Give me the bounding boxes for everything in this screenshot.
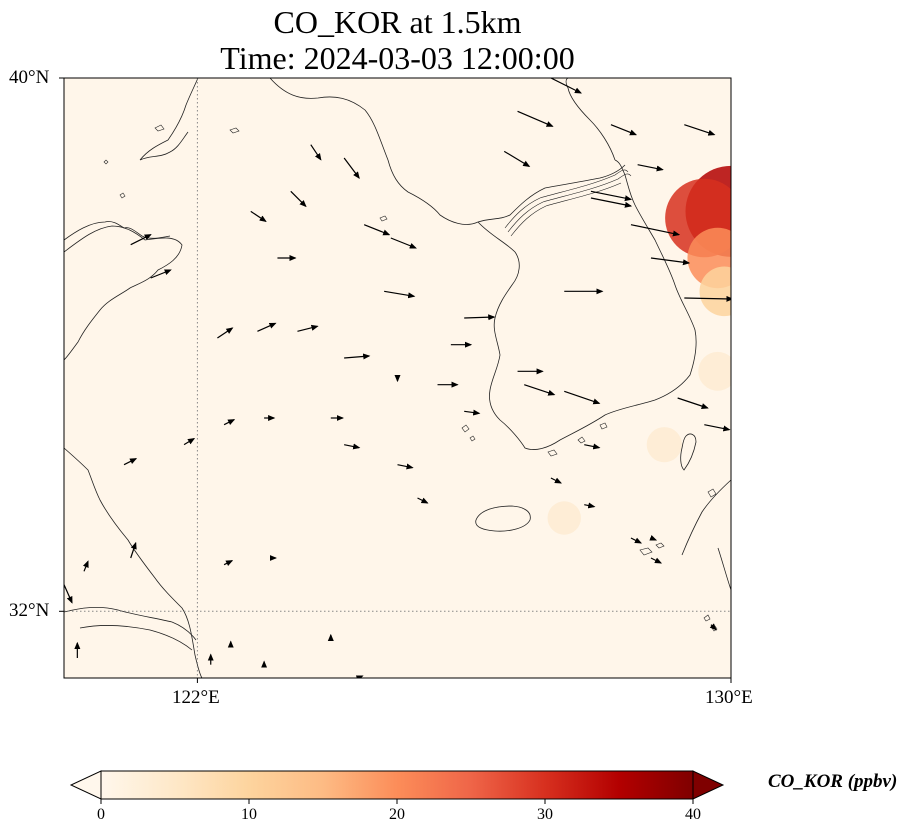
lat-label-40: 40°N	[9, 67, 50, 88]
wind-arrow	[677, 397, 709, 409]
wind-vectors	[64, 78, 731, 678]
wind-arrow	[82, 560, 89, 572]
wind-arrow	[709, 623, 717, 631]
wind-arrow	[223, 560, 234, 567]
wind-arrow	[150, 269, 172, 279]
map-frame	[63, 77, 732, 679]
colorbar-gradient	[100, 770, 694, 800]
wind-arrow	[343, 157, 360, 179]
wind-arrow	[637, 164, 664, 172]
wind-arrow	[590, 190, 633, 202]
concentration-hotspot	[699, 266, 731, 317]
wind-arrow	[250, 210, 267, 222]
wind-arrow	[130, 234, 152, 246]
coastline-liaodong	[139, 78, 199, 161]
wind-arrow	[704, 424, 731, 432]
wind-arrow	[524, 384, 556, 396]
lon-label-130: 130°E	[705, 687, 753, 708]
map-title-line2: Time: 2024-03-03 12:00:00	[220, 40, 575, 76]
coastline-north-korea	[269, 78, 626, 225]
wind-arrow	[517, 110, 554, 127]
wind-arrow	[630, 537, 643, 544]
wind-arrow	[344, 443, 361, 450]
wind-arrow	[590, 197, 633, 208]
wind-arrow	[464, 409, 481, 416]
wind-arrow	[183, 438, 196, 446]
wind-arrow	[564, 390, 601, 405]
coastline-south-korea	[477, 159, 697, 450]
colorbar-extend-min	[69, 770, 102, 800]
wind-arrow	[64, 584, 73, 604]
wind-arrow	[630, 224, 681, 237]
wind-arrow	[649, 534, 658, 541]
border-lines	[504, 169, 632, 237]
lon-label-122: 122°E	[172, 687, 220, 708]
coastline-jeju	[475, 505, 531, 532]
concentration-hotspot	[646, 427, 682, 463]
colorbar-extend-max	[692, 770, 725, 800]
wind-arrow	[257, 322, 277, 332]
wind-arrow	[464, 314, 496, 321]
colorbar-label: CO_KOR (ppbv)	[768, 771, 898, 792]
wind-arrow	[550, 78, 582, 94]
colorbar-tick-label: 30	[537, 806, 553, 823]
wind-arrow	[550, 477, 562, 484]
concentration-hotspot	[698, 351, 731, 391]
wind-arrow	[684, 124, 716, 136]
wind-arrow	[297, 324, 319, 332]
coastline-kyushu	[681, 479, 731, 591]
colorbar-tick-label: 20	[389, 806, 405, 823]
wind-arrow	[610, 124, 638, 136]
wind-arrow	[363, 224, 391, 236]
concentration-hotspot	[547, 501, 581, 535]
coastline-tsushima	[680, 433, 697, 471]
wind-arrow	[397, 463, 414, 470]
colorbar-tick-label: 10	[241, 806, 257, 823]
coastline-jiangsu	[64, 447, 203, 678]
wind-arrow	[290, 190, 307, 208]
wind-arrow	[130, 541, 137, 559]
map-title-line1: CO_KOR at 1.5km	[273, 4, 522, 40]
wind-arrow	[650, 257, 691, 266]
concentration-hotspots	[547, 165, 731, 535]
coastline-yangtze	[64, 606, 197, 651]
wind-arrow	[310, 144, 322, 161]
wind-arrow	[384, 290, 416, 299]
colorbar-tick-label: 0	[97, 806, 105, 823]
wind-arrow	[123, 458, 138, 466]
colorbar-tick-label: 40	[685, 806, 701, 823]
wind-arrow	[344, 353, 371, 360]
wind-arrow	[417, 497, 429, 504]
wind-arrow	[503, 150, 531, 167]
wind-arrow	[390, 237, 417, 249]
coastline-islands	[103, 124, 718, 632]
wind-arrow	[217, 327, 234, 339]
wind-arrow	[584, 443, 601, 450]
wind-arrow	[584, 502, 596, 509]
colorbar-ticks	[100, 799, 694, 804]
lat-label-32: 32°N	[9, 600, 50, 621]
coastline-korea-east	[565, 78, 616, 161]
wind-arrow	[223, 419, 236, 426]
wind-arrow	[684, 295, 731, 302]
wind-arrow	[650, 557, 663, 564]
